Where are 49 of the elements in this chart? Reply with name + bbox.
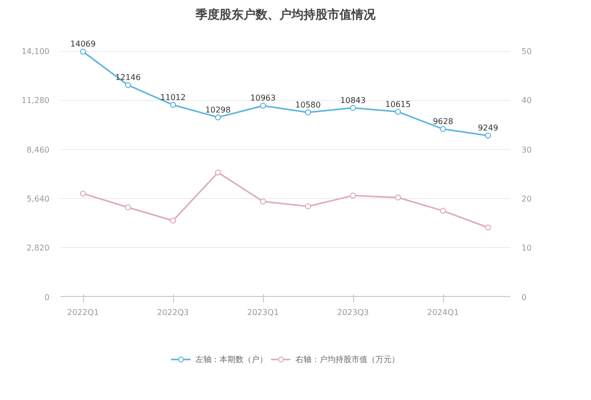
y2-tick-label: 50 bbox=[522, 47, 532, 56]
chart-title: 季度股东户数、户均持股市值情况 bbox=[194, 8, 376, 22]
y-tick-label: 2,820 bbox=[26, 244, 50, 253]
point bbox=[350, 104, 356, 111]
x-tick-label: 2024Q1 bbox=[427, 308, 459, 317]
point bbox=[485, 224, 491, 230]
point bbox=[395, 108, 401, 115]
y2-tick-label: 20 bbox=[522, 194, 532, 204]
point bbox=[80, 48, 86, 55]
point bbox=[305, 109, 311, 116]
data-label: 14069 bbox=[70, 40, 96, 49]
point bbox=[125, 82, 131, 88]
legend-label: 左轴：本期数（户） bbox=[196, 354, 268, 365]
point bbox=[170, 218, 176, 224]
point bbox=[260, 198, 266, 204]
point bbox=[215, 169, 221, 176]
y2-tick-label: 40 bbox=[522, 96, 532, 106]
y-tick-label: 0 bbox=[44, 292, 50, 302]
data-label: 10580 bbox=[295, 100, 321, 110]
point bbox=[260, 102, 266, 109]
y2-tick-label: 30 bbox=[522, 145, 532, 154]
point bbox=[170, 102, 176, 108]
point bbox=[485, 132, 491, 139]
data-label: 10298 bbox=[205, 105, 231, 114]
data-label: 10615 bbox=[385, 100, 411, 109]
point bbox=[395, 194, 401, 201]
point bbox=[305, 203, 311, 210]
x-tick-label: 2022Q1 bbox=[67, 308, 99, 317]
x-tick-label: 2022Q3 bbox=[157, 308, 189, 317]
data-label: 10843 bbox=[340, 96, 366, 105]
point bbox=[125, 204, 131, 210]
y2-tick-label: 0 bbox=[522, 292, 527, 302]
point bbox=[215, 114, 221, 120]
y2-tick-label: 10 bbox=[522, 244, 532, 253]
point bbox=[350, 192, 356, 199]
point bbox=[440, 208, 446, 214]
y-tick-label: 14,100 bbox=[22, 47, 50, 56]
y-tick-label: 5,640 bbox=[26, 194, 50, 204]
y-tick-label: 11,280 bbox=[22, 96, 50, 106]
data-label: 10963 bbox=[250, 94, 276, 103]
data-label: 9628 bbox=[432, 117, 454, 126]
point bbox=[80, 190, 86, 197]
data-label: 9249 bbox=[478, 124, 498, 133]
x-tick-label: 2023Q1 bbox=[247, 308, 279, 317]
point bbox=[440, 126, 446, 132]
legend-label: 右轴：户均持股市值（万元） bbox=[296, 354, 400, 365]
y-tick-label: 8,460 bbox=[26, 145, 50, 154]
data-label: 11012 bbox=[160, 92, 186, 102]
x-tick-label: 2023Q3 bbox=[337, 308, 369, 317]
